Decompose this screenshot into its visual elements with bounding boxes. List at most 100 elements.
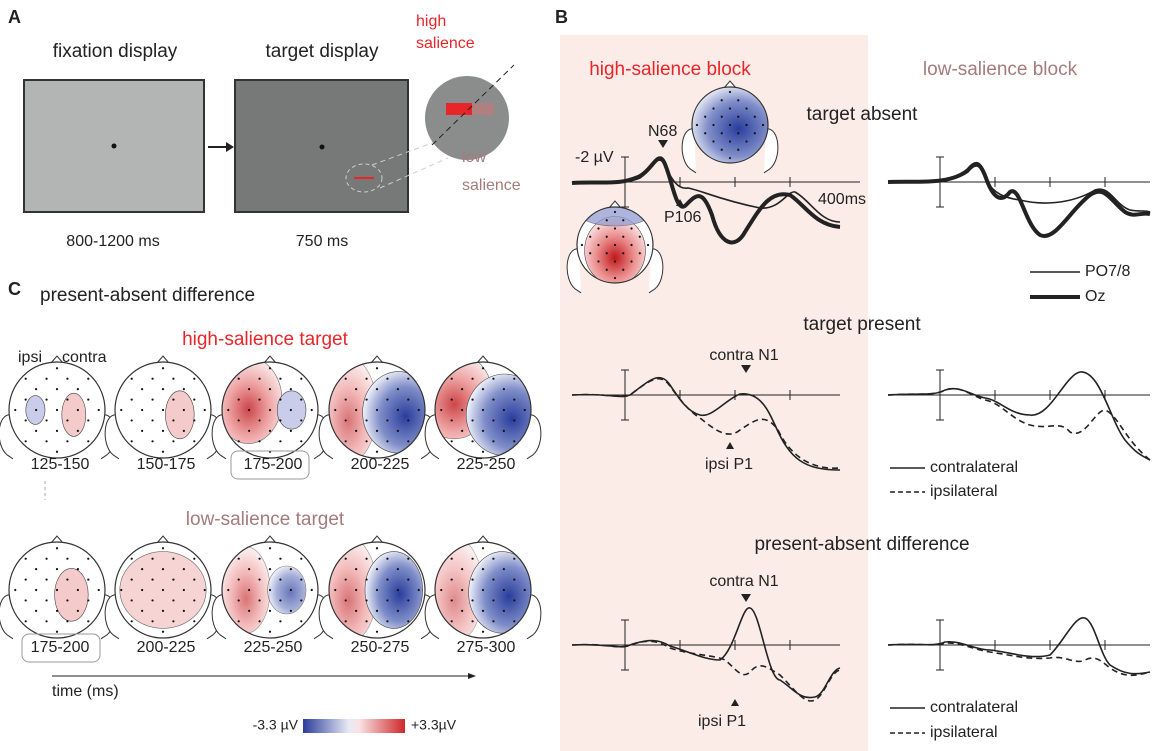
electrode — [737, 148, 740, 151]
electrode — [481, 630, 485, 633]
highlight-box — [230, 450, 310, 480]
electrode — [87, 557, 90, 560]
waveform-ipsi — [887, 387, 1151, 461]
electrode — [193, 440, 196, 443]
electrode — [203, 408, 206, 412]
electrode — [605, 252, 608, 255]
electrode — [141, 609, 144, 612]
electrode — [407, 419, 410, 422]
waveform-oz — [571, 156, 841, 245]
electrode — [66, 578, 69, 581]
electrode — [161, 630, 165, 633]
electrode — [76, 388, 79, 391]
electrode — [502, 568, 505, 571]
time-labels: 125-150 150-175 175-200 200-225 225-250 175-2… — [31, 456, 516, 656]
electrode — [728, 107, 732, 110]
electrode — [151, 419, 154, 422]
ear — [681, 128, 697, 174]
electrode — [481, 450, 485, 453]
electrode — [66, 377, 69, 380]
electrode — [589, 252, 592, 255]
electrode — [613, 243, 617, 247]
peak-label: N68 — [648, 123, 677, 140]
electrode — [355, 588, 358, 592]
electrode — [597, 243, 600, 247]
electrode — [605, 235, 608, 238]
electrode — [417, 588, 420, 592]
row-title: target absent — [807, 104, 919, 125]
electrode — [289, 408, 292, 412]
electrode — [344, 557, 347, 560]
blob — [61, 392, 87, 437]
blobs — [54, 568, 89, 622]
electrode — [248, 388, 251, 391]
electrode — [745, 107, 748, 110]
electrode — [172, 620, 175, 623]
electrode — [753, 115, 756, 118]
electrode — [605, 219, 608, 222]
electrode — [502, 408, 505, 412]
electrode — [396, 429, 399, 432]
electrode — [450, 599, 453, 602]
electrode — [461, 408, 464, 412]
electrode — [248, 408, 251, 412]
electrode — [35, 408, 38, 412]
electrode — [227, 408, 230, 412]
blob — [577, 207, 653, 227]
electrode — [172, 398, 175, 401]
electrode — [407, 599, 410, 602]
colorbar-label: +3.3µV — [411, 717, 457, 733]
time-label: 225-250 — [457, 456, 516, 473]
electrode — [172, 377, 175, 380]
electrode — [745, 123, 748, 127]
electrode — [172, 440, 175, 443]
electrode — [513, 620, 516, 623]
electrode — [279, 557, 282, 560]
electrode — [45, 578, 48, 581]
electrode — [375, 547, 379, 550]
legend-label: ipsilateral — [930, 483, 998, 500]
electrode — [193, 557, 196, 560]
electrode — [523, 588, 526, 592]
electrode — [461, 429, 464, 432]
electrode — [344, 377, 347, 380]
ear — [211, 594, 227, 640]
electrode — [622, 235, 625, 238]
electrode — [182, 408, 185, 412]
electrode — [172, 557, 175, 560]
electrode — [712, 107, 715, 110]
electrode — [258, 419, 261, 422]
electrode — [24, 599, 27, 602]
legend-label: Oz — [1085, 288, 1105, 305]
electrode — [76, 568, 79, 571]
electrode — [597, 260, 600, 263]
electrode — [355, 568, 358, 571]
electrode — [334, 408, 337, 412]
electrode — [35, 388, 38, 391]
electrode — [87, 377, 90, 380]
electrode — [720, 132, 723, 135]
legend-label: PO7/8 — [1085, 263, 1130, 280]
electrode — [161, 547, 165, 550]
electrode — [513, 377, 516, 380]
electrode — [130, 620, 133, 623]
electrode — [182, 429, 185, 432]
electrode — [35, 609, 38, 612]
electrode — [130, 557, 133, 560]
electrode — [386, 578, 389, 581]
electrode — [161, 588, 165, 592]
electrode — [481, 547, 485, 550]
electrode — [396, 588, 399, 592]
electrode — [310, 408, 313, 412]
electrode — [375, 450, 379, 453]
electrode — [161, 408, 165, 412]
electrode — [417, 408, 420, 412]
nose — [608, 200, 622, 209]
electrode — [630, 243, 633, 247]
electrode — [268, 609, 272, 612]
electrode — [182, 388, 185, 391]
electrode — [481, 408, 485, 412]
electrode — [141, 429, 144, 432]
electrode — [45, 599, 48, 602]
nose — [156, 535, 170, 544]
